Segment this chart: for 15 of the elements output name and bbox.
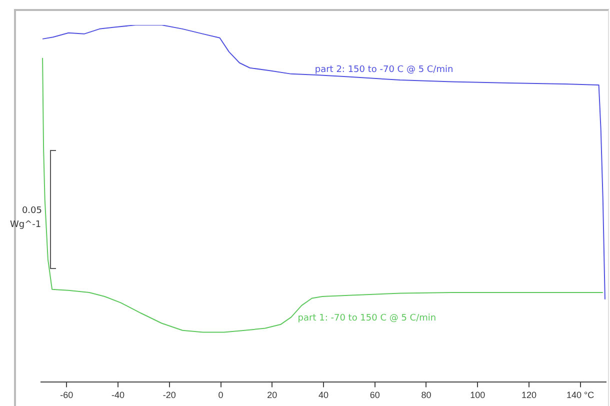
x-tick-label: 140 °C (566, 390, 595, 400)
annotation: Wg^-1 (10, 220, 42, 230)
series-label: part 2: 150 to -70 C @ 5 C/min (314, 65, 454, 76)
x-tick-label: 120 (521, 390, 536, 400)
x-tick-label: -60 (60, 390, 74, 400)
x-tick-label: 40 (318, 390, 329, 400)
x-tick-label: 80 (421, 390, 432, 400)
x-tick-label: -40 (112, 390, 125, 400)
annotation: 0.05 (20, 206, 42, 216)
x-tick-label: 100 (470, 390, 486, 400)
x-tick-label: 0 (218, 390, 224, 400)
x-tick-label: 60 (370, 390, 380, 400)
x-tick-label: -20 (162, 390, 176, 400)
series-label: part 1: -70 to 150 C @ 5 C/min (298, 313, 436, 324)
x-tick-label: 20 (267, 390, 278, 400)
